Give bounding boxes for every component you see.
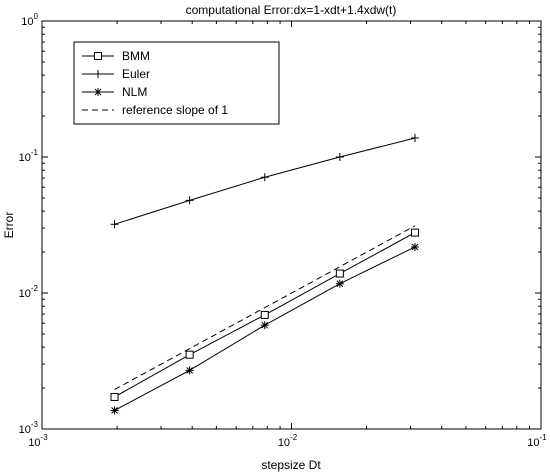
data-point-euler <box>260 173 269 182</box>
series-bmm <box>110 228 419 401</box>
legend: BMM Euler NLM reference slope of 1 <box>73 41 280 125</box>
data-point-nlm <box>335 279 344 288</box>
series-nlm <box>110 242 419 415</box>
legend-label: NLM <box>122 85 147 99</box>
data-point-bmm <box>260 310 269 319</box>
legend-marker <box>94 52 102 60</box>
x-axis-label: stepsize Dt <box>261 458 321 472</box>
series-line-reference-slope-of-1 <box>114 225 416 390</box>
series-euler <box>110 133 419 229</box>
data-point-nlm <box>260 321 269 330</box>
data-point-bmm <box>110 392 119 401</box>
x-tick-label: 10-3 <box>28 433 48 449</box>
x-tick-label: 10-1 <box>527 433 547 449</box>
series-reference-slope-of-1 <box>114 225 416 390</box>
data-point-nlm <box>410 242 419 251</box>
y-tick-label: 100 <box>21 12 38 28</box>
data-point-nlm <box>185 366 194 375</box>
data-point-euler <box>335 153 344 161</box>
legend-label: reference slope of 1 <box>122 103 228 117</box>
legend-marker <box>94 88 102 96</box>
legend-entry-nlm: NLM <box>82 85 147 99</box>
data-point-euler <box>410 133 419 142</box>
data-point-bmm <box>335 269 344 278</box>
data-point-bmm <box>410 228 419 237</box>
legend-label: Euler <box>122 67 150 81</box>
y-axis-label: Error <box>2 212 16 239</box>
legend-entry-reference-slope-of-1: reference slope of 1 <box>82 103 228 117</box>
data-point-euler <box>185 196 194 205</box>
data-point-nlm <box>110 406 119 415</box>
y-tick-label: 10-1 <box>19 148 39 164</box>
y-tick-label: 10-3 <box>19 420 39 436</box>
data-point-euler <box>110 220 119 229</box>
data-point-bmm <box>185 350 194 359</box>
legend-entry-euler: Euler <box>82 67 150 81</box>
legend-marker <box>94 70 102 78</box>
chart-title: computational Error:dx=1-xdt+1.4xdw(t) <box>186 3 397 17</box>
y-tick-label: 10-2 <box>19 284 39 300</box>
x-tick-label: 10-2 <box>278 433 298 449</box>
legend-entry-bmm: BMM <box>82 49 150 63</box>
series-group <box>110 133 419 415</box>
axis-ticks: 10-3 10-2 10-1 10-3 10-2 10-1 100 <box>19 12 548 449</box>
legend-label: BMM <box>122 49 150 63</box>
